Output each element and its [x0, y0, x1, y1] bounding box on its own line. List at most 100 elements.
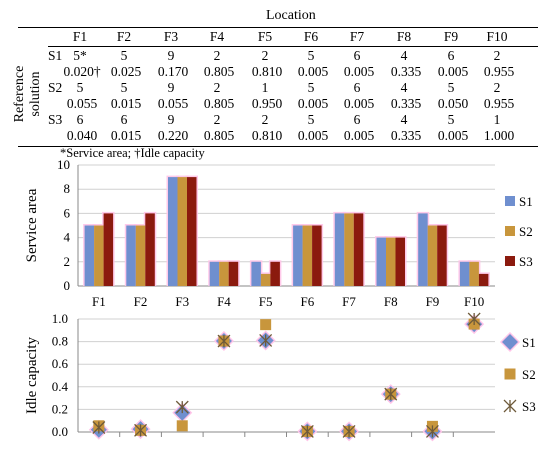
- idle-capacity-cell: 0.955: [483, 96, 515, 111]
- bar-x-tick-label: F6: [300, 294, 314, 309]
- service-area-cell: 9: [167, 112, 175, 127]
- idle-capacity-cell: 0.170: [157, 64, 189, 79]
- bar-x-tick-label: F4: [217, 294, 231, 309]
- point-s3-f4: [217, 334, 231, 348]
- point-s3-f7: [342, 424, 356, 438]
- bar-legend-label: S3: [519, 254, 533, 269]
- idle-capacity-scatter-chart: 0.0 0.2 0.4 0.6 0.8 1.0 Idle capacity S1 S2 S3: [24, 311, 536, 442]
- bar-s1-f8: [376, 237, 386, 286]
- scatter-y-tick-label: 0.2: [52, 401, 68, 416]
- bar-y-tick-label: 2: [64, 254, 71, 269]
- bar-y-tick-label: 0: [64, 278, 71, 293]
- bar-x-tick-label: F8: [384, 294, 398, 309]
- bar-s2-f5: [260, 273, 271, 286]
- bar-s2-f4: [219, 261, 229, 286]
- idle-capacity-cell: 0.810: [251, 64, 283, 79]
- reference-label-line1: Reference: [12, 65, 27, 123]
- bar-y-axis-label: Service area: [24, 188, 40, 262]
- scatter-y-tick-label: 0.6: [52, 356, 69, 371]
- table-row-label: S3: [48, 112, 63, 127]
- scatter-legend-marker: [504, 368, 516, 380]
- idle-capacity-cell: 0.220: [157, 128, 189, 143]
- reference-solution-label: Reference solution: [12, 44, 44, 144]
- bar-s2-f2: [135, 225, 146, 286]
- bar-legend-swatch: [505, 196, 515, 206]
- table-column-header: F2: [116, 29, 132, 44]
- service-area-cell: 2: [261, 48, 269, 63]
- table-column-header: F4: [209, 29, 225, 44]
- idle-capacity-cell: 0.005: [343, 64, 375, 79]
- bar-s3-f8: [395, 237, 405, 286]
- scatter-legend-marker: [502, 334, 518, 350]
- idle-capacity-cell: 0.805: [203, 96, 235, 111]
- service-area-cell: 9: [167, 48, 175, 63]
- scatter-legend-label: S3: [522, 399, 536, 414]
- scatter-y-tick-label: 1.0: [52, 311, 68, 326]
- bar-y-tick-label: 8: [64, 181, 71, 196]
- service-area-cell: 5: [120, 80, 128, 95]
- service-area-cell: 2: [213, 48, 221, 63]
- bar-s1-f9: [418, 213, 428, 286]
- idle-capacity-cell: 1.000: [483, 128, 515, 143]
- bar-s1-f3: [168, 177, 178, 286]
- service-area-cell: 5: [447, 112, 455, 127]
- service-area-cell: 5: [120, 48, 128, 63]
- service-area-cell: 9: [167, 80, 175, 95]
- idle-capacity-cell: 0.005: [343, 96, 375, 111]
- scatter-legend-label: S2: [522, 367, 536, 382]
- bar-y-tick-label: 6: [64, 205, 71, 220]
- service-area-cell: 6: [76, 112, 84, 127]
- table-column-header: F6: [303, 29, 319, 44]
- bar-x-tick-label: F1: [92, 294, 106, 309]
- bar-s2-f10: [469, 261, 479, 286]
- idle-capacity-cell: 0.005: [343, 128, 375, 143]
- idle-capacity-cell: 0.015: [110, 128, 142, 143]
- idle-capacity-cell: 0.055: [66, 96, 98, 111]
- idle-capacity-cell: 0.055: [157, 96, 189, 111]
- idle-capacity-cell: 0.335: [390, 64, 422, 79]
- bar-s3-f10: [478, 273, 489, 286]
- bar-x-tick-label: F5: [259, 294, 273, 309]
- service-area-cell: 5: [307, 112, 315, 127]
- bar-s3-f9: [437, 225, 447, 286]
- idle-capacity-cell: 0.955: [483, 64, 515, 79]
- service-area-cell: 1: [261, 80, 269, 95]
- bar-s2-f6: [302, 225, 313, 286]
- scatter-legend-marker: [503, 399, 517, 413]
- idle-capacity-cell: 0.005: [437, 64, 469, 79]
- idle-capacity-cell: 0.020†: [63, 64, 101, 79]
- bar-s1-f5: [251, 261, 261, 286]
- idle-capacity-cell: 0.040: [66, 128, 98, 143]
- table-top-rule: [18, 27, 538, 28]
- location-header: Location: [266, 8, 316, 23]
- point-s2-f5: [260, 319, 272, 331]
- scatter-y-tick-label: 0.8: [52, 334, 68, 349]
- idle-capacity-cell: 0.025: [110, 64, 142, 79]
- idle-capacity-cell: 0.050: [437, 96, 469, 111]
- table-column-header: F9: [443, 29, 459, 44]
- bar-s2-f7: [344, 213, 354, 286]
- service-area-cell: 1: [493, 112, 501, 127]
- idle-capacity-cell: 0.005: [297, 96, 329, 111]
- table-row-label: S2: [48, 80, 63, 95]
- bar-s3-f2: [145, 213, 155, 286]
- table-column-header: F7: [349, 29, 365, 44]
- point-s3-f8: [384, 387, 398, 401]
- service-area-cell: 2: [493, 80, 501, 95]
- reference-label-line2: solution: [28, 71, 43, 117]
- table-column-header: F3: [163, 29, 179, 44]
- point-s3-f9: [425, 424, 439, 438]
- bar-s2-f9: [427, 225, 438, 286]
- bar-s3-f5: [270, 261, 280, 286]
- point-s3-f5: [259, 334, 273, 347]
- bar-y-tick-label: 4: [64, 230, 71, 245]
- idle-capacity-cell: 0.950: [251, 96, 283, 111]
- service-area-cell: 6: [353, 80, 361, 95]
- idle-capacity-cell: 0.335: [390, 96, 422, 111]
- service-area-cell: 6: [447, 48, 455, 63]
- bar-s2-f1: [94, 225, 104, 286]
- service-area-cell: 5*: [73, 48, 87, 63]
- scatter-legend-label: S1: [522, 335, 536, 350]
- service-area-cell: 4: [400, 112, 408, 127]
- point-s3-f1: [92, 421, 106, 434]
